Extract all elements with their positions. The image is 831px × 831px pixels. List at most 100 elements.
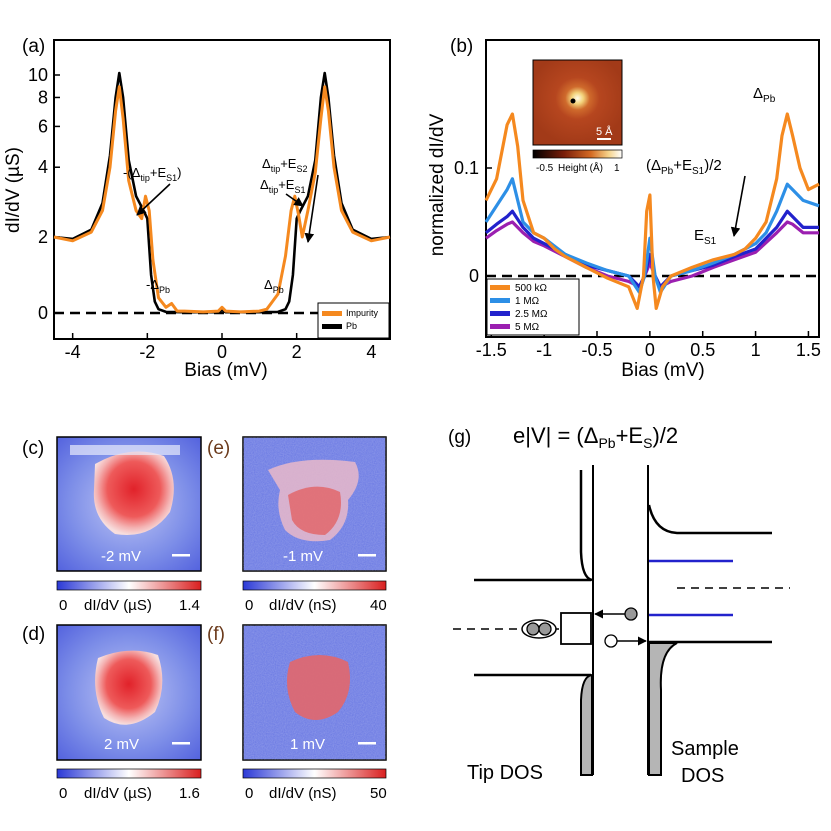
map-e-scalebar xyxy=(358,554,376,557)
panel-g-label: (g) xyxy=(448,427,471,448)
a-xtick-label: -4 xyxy=(65,342,81,362)
b-series-0 xyxy=(484,112,820,310)
electron-2 xyxy=(538,622,552,636)
b-xtick-label: -1 xyxy=(536,340,552,360)
b-xtick-label: 1.5 xyxy=(796,340,821,360)
panel-b-legend: 500 kΩ 1 MΩ 2.5 MΩ 5 MΩ xyxy=(486,278,580,336)
map-d-cbar-max: 1.6 xyxy=(179,785,200,802)
b-xtick-label: -0.5 xyxy=(581,340,612,360)
map-d-colorbar xyxy=(56,768,202,779)
map-c-colorbar xyxy=(56,580,202,591)
panel-g-equation: e|V| = (ΔPb+ES)/2 xyxy=(513,423,678,451)
annot-pb: ΔPb xyxy=(264,277,284,295)
a-xtick-label: 2 xyxy=(292,342,302,362)
sample-dos-label-1: Sample xyxy=(671,738,739,760)
map-e-bias: -1 mV xyxy=(283,548,323,565)
b-xtick-label: 1 xyxy=(751,340,761,360)
map-f-cbar-min: 0 xyxy=(245,785,253,802)
b-xtick-label: 0 xyxy=(645,340,655,360)
panel-g: (g) e|V| = (ΔPb+ES)/2 Tip DOS Sample DOS xyxy=(448,423,790,787)
electron-filled xyxy=(624,607,638,621)
svg-text:2.5 MΩ: 2.5 MΩ xyxy=(515,309,548,320)
svg-text:5 MΩ: 5 MΩ xyxy=(515,322,540,333)
panel-b-label: (b) xyxy=(450,36,473,57)
map-d-label: (d) xyxy=(22,624,45,645)
maps-panel: (c) -2 mV 0 dI/dV (µS) 1.4 (e) -1 mV 0 d… xyxy=(22,436,387,802)
panel-b: (b) -1.5 -1 -0.5 0 0.5 1 1.5 0 0.1 normalized dI… xyxy=(427,36,821,381)
annot-arrow-3 xyxy=(285,193,304,207)
panel-a-label: (a) xyxy=(22,36,45,57)
svg-text:1 MΩ: 1 MΩ xyxy=(515,296,540,307)
map-d-scalebar xyxy=(172,742,190,745)
map-c-scalebar xyxy=(172,554,190,557)
panel-b-xlabel: Bias (mV) xyxy=(621,360,704,381)
a-ytick-label: 8 xyxy=(38,87,48,107)
b-series-1 xyxy=(484,177,820,294)
map-c-bias: -2 mV xyxy=(101,548,141,565)
annot-neg-tip-s1: -(Δtip+ES1) xyxy=(123,165,181,183)
inset-scale-bar xyxy=(597,138,611,140)
map-c-cbar-min: 0 xyxy=(59,597,67,614)
map-c-label: (c) xyxy=(22,438,44,459)
electron-1 xyxy=(526,622,540,636)
map-f-bias: 1 mV xyxy=(290,736,325,753)
annot-b-arrow-1 xyxy=(730,175,746,237)
annot-b-half: (ΔPb+ES1)/2 xyxy=(646,157,722,177)
a-xtick-label: -2 xyxy=(139,342,155,362)
map-c-cbar-max: 1.4 xyxy=(179,597,200,614)
a-ytick-label: 2 xyxy=(38,227,48,247)
hole-empty xyxy=(604,634,618,648)
map-d-bias: 2 mV xyxy=(104,736,139,753)
sample-dos-label-2: DOS xyxy=(681,765,724,787)
inset-colorbar xyxy=(532,149,623,159)
a-ytick-label: 10 xyxy=(28,65,48,85)
map-e-cbar-max: 40 xyxy=(370,597,387,614)
inset-cbar-max: 1 xyxy=(614,163,620,174)
inset-cbar-min: -0.5 xyxy=(536,163,554,174)
b-ytick-label: 0.1 xyxy=(454,158,479,178)
map-d-cbar-label: dI/dV (µS) xyxy=(84,785,152,802)
annot-tip-s2: Δtip+ES2 xyxy=(262,156,307,174)
map-c-cbar-label: dI/dV (µS) xyxy=(84,597,152,614)
annot-arrow-2 xyxy=(304,174,319,243)
tip-dos-label: Tip DOS xyxy=(467,762,543,784)
a-series-impurity xyxy=(53,85,391,314)
panel-b-frame xyxy=(485,39,820,338)
map-d: 2 mV 0 dI/dV (µS) 1.6 xyxy=(56,624,202,802)
panel-a-curves xyxy=(53,71,391,314)
a-ytick-label: 4 xyxy=(38,157,48,177)
annot-b-pb: ΔPb xyxy=(753,85,776,105)
b-xtick-label: -1.5 xyxy=(476,340,507,360)
process-box xyxy=(560,612,592,645)
a-xtick-label: 4 xyxy=(366,342,376,362)
annot-b-es1: ES1 xyxy=(694,227,717,247)
inset-cbar-label: Height (Å) xyxy=(558,161,603,174)
map-f-cbar-label: dI/dV (nS) xyxy=(269,785,337,802)
a-ytick-label: 6 xyxy=(38,116,48,136)
sample-dos xyxy=(647,465,772,776)
panel-a-ylabel: dI/dV (µS) xyxy=(3,147,24,233)
b-xtick-label: 0.5 xyxy=(690,340,715,360)
a-xtick-label: 0 xyxy=(217,342,227,362)
map-f-cbar-max: 50 xyxy=(370,785,387,802)
map-e: -1 mV 0 dI/dV (nS) 40 xyxy=(242,436,387,614)
map-c: -2 mV 0 dI/dV (µS) 1.4 xyxy=(56,436,202,614)
svg-text:Impurity: Impurity xyxy=(346,308,379,318)
map-e-cbar-min: 0 xyxy=(245,597,253,614)
map-f-colorbar xyxy=(242,768,387,779)
a-ytick-label: 0 xyxy=(38,303,48,323)
panel-a-xlabel: Bias (mV) xyxy=(184,360,267,381)
map-e-label: (e) xyxy=(207,438,230,459)
tip-dos xyxy=(474,465,594,776)
map-f-label: (f) xyxy=(207,624,225,645)
inset-topography: 5 Å -0.5 Height (Å) 1 xyxy=(532,59,623,174)
map-f-scalebar xyxy=(358,742,376,745)
panel-a-legend: Impurity Pb xyxy=(317,302,390,339)
a-series-pb xyxy=(53,71,391,314)
panel-b-axes: -1.5 -1 -0.5 0 0.5 1 1.5 0 0.1 xyxy=(454,158,821,360)
inset-scale-text: 5 Å xyxy=(596,125,613,138)
map-f: 1 mV 0 dI/dV (nS) 50 xyxy=(242,624,387,802)
panel-b-curves xyxy=(484,112,820,310)
annot-arrow-1 xyxy=(136,183,171,216)
